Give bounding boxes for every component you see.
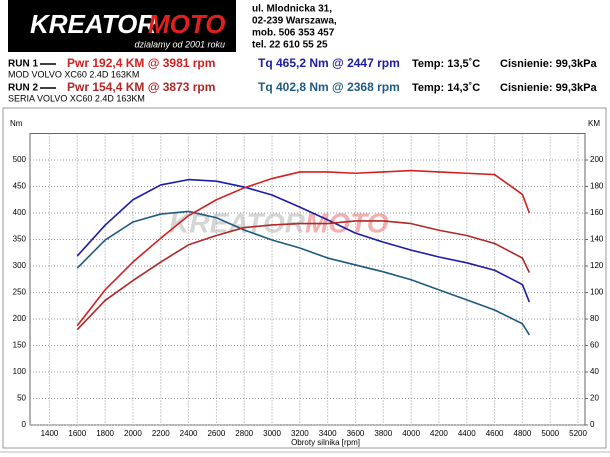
x-tick-label: 3600 [347, 429, 365, 438]
y-tick-label: 50 [17, 394, 26, 403]
x-tick-label: 4800 [514, 429, 532, 438]
x-tick-label: 3400 [319, 429, 337, 438]
x-tick-label: 2200 [152, 429, 170, 438]
series-line [76, 169, 531, 327]
run-subtitle: MOD VOLVO XC60 2.4D 163KM [8, 69, 139, 79]
run-pressure: Cisnienie: 99,3kPa [500, 58, 597, 70]
y2-tick-label: 120 [590, 261, 604, 270]
y2-tick-label: 100 [590, 288, 604, 297]
logo-main: KREATOR [30, 9, 156, 39]
run-torque: Tq 465,2 Nm @ 2447 rpm [258, 56, 400, 70]
x-tick-label: 1800 [96, 429, 114, 438]
series-line [76, 220, 531, 331]
y2-tick-label: 180 [590, 182, 604, 191]
logo-accent: MOTO [148, 9, 226, 39]
x-tick-label: 4200 [430, 429, 448, 438]
x-tick-label: 5200 [569, 429, 587, 438]
x-tick-label: 4600 [486, 429, 504, 438]
run-power: Pwr 192,4 KM @ 3981 rpm [67, 56, 215, 70]
run-torque: Tq 402,8 Nm @ 2368 rpm [258, 80, 400, 94]
series-line [76, 210, 531, 336]
chart-frame [2, 107, 607, 449]
y-tick-label: 250 [13, 288, 27, 297]
y-axis-unit: Nm [10, 119, 23, 128]
run-label: RUN 1 [8, 59, 38, 70]
run-subtitle: SERIA VOLVO XC60 2.4D 163KM [8, 93, 145, 103]
y-tick-label: 450 [13, 182, 27, 191]
run-power: Pwr 154,4 KM @ 3873 rpm [67, 80, 215, 94]
y2-tick-label: 20 [590, 394, 599, 403]
x-tick-label: 5000 [541, 429, 559, 438]
y-tick-label: 350 [13, 235, 27, 244]
y-tick-label: 150 [13, 341, 27, 350]
address: mob. 506 353 457 [252, 28, 335, 39]
y-tick-label: 0 [22, 420, 27, 429]
logo-box [8, 0, 236, 52]
y2-tick-label: 40 [590, 367, 599, 376]
plot-area [29, 133, 586, 426]
y2-axis-unit: KM [588, 119, 600, 128]
y-tick-label: 300 [13, 261, 27, 270]
x-tick-label: 2400 [180, 429, 198, 438]
x-tick-label: 4400 [458, 429, 476, 438]
x-tick-label: 2600 [207, 429, 225, 438]
y2-tick-label: 60 [590, 341, 599, 350]
x-tick-label: 2800 [235, 429, 253, 438]
y2-tick-label: 200 [590, 155, 604, 164]
x-tick-label: 3800 [374, 429, 392, 438]
run-temp: Temp: 13,5˚C [412, 58, 480, 70]
address: 02-239 Warszawa, [252, 16, 337, 27]
y2-tick-label: 160 [590, 208, 604, 217]
y2-tick-label: 140 [590, 235, 604, 244]
x-tick-label: 1600 [68, 429, 86, 438]
y-tick-label: 400 [13, 208, 27, 217]
y-tick-label: 500 [13, 155, 27, 164]
y2-tick-label: 80 [590, 314, 599, 323]
y-tick-label: 100 [13, 367, 27, 376]
x-tick-label: 1400 [41, 429, 59, 438]
x-tick-label: 3200 [291, 429, 309, 438]
run-temp: Temp: 14,3˚C [412, 82, 480, 94]
run-label: RUN 2 [8, 83, 38, 94]
run-pressure: Cisnienie: 99,3kPa [500, 82, 597, 94]
x-tick-label: 4000 [402, 429, 420, 438]
x-tick-label: 3000 [263, 429, 281, 438]
slogan: dzialamy od 2001 roku [134, 39, 225, 49]
address: ul. Mlodnicka 31, [252, 4, 332, 15]
x-axis-label: Obroty silnika [rpm] [291, 438, 360, 447]
y-tick-label: 200 [13, 314, 27, 323]
y2-tick-label: 0 [590, 420, 595, 429]
x-tick-label: 2000 [124, 429, 142, 438]
series-line [76, 178, 531, 303]
address: tel. 22 610 55 25 [252, 40, 328, 51]
